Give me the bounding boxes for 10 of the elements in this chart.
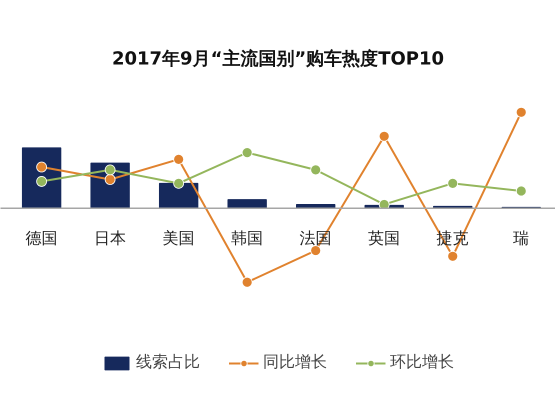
x-tick-label: 英国 xyxy=(368,228,400,248)
x-tick-label: 日本 xyxy=(94,228,126,248)
x-tick-label: 韩国 xyxy=(231,228,264,248)
legend-label: 线索占比 xyxy=(136,352,200,373)
x-tick-label: 德国 xyxy=(26,228,58,248)
chart-title: 2017年9月“主流国别”购车热度TOP10 xyxy=(112,48,444,70)
x-tick-label: 瑞 xyxy=(513,228,530,248)
legend-label: 同比增长 xyxy=(263,352,327,373)
x-tick-label: 美国 xyxy=(162,228,195,248)
legend-label: 环比增长 xyxy=(390,352,454,373)
